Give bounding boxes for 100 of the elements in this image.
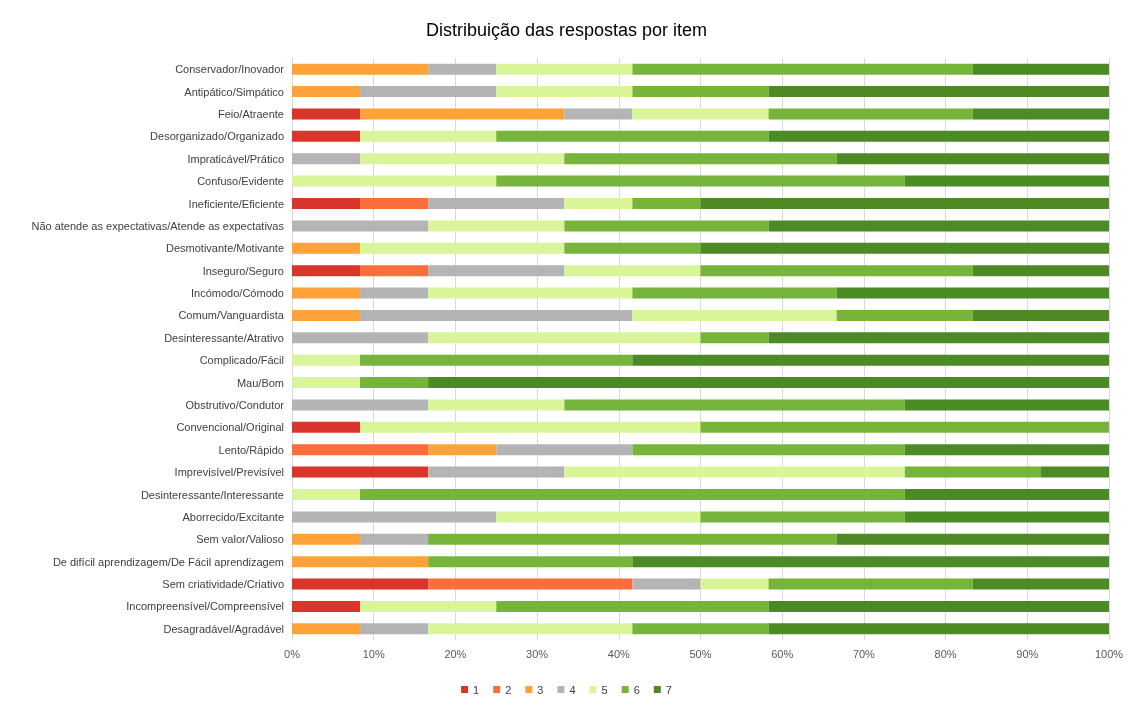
- legend-label: 5: [601, 683, 608, 696]
- legend-label: 1: [473, 683, 480, 696]
- bar: [904, 466, 1042, 478]
- bar: [360, 287, 429, 299]
- bar: [632, 63, 973, 75]
- bar: [768, 220, 1109, 232]
- bar: [360, 108, 565, 120]
- bar: [904, 399, 1109, 411]
- bar: [700, 265, 973, 277]
- legend-label: 3: [537, 683, 544, 696]
- bar: [360, 421, 701, 433]
- bar: [360, 242, 565, 254]
- bar: [496, 600, 769, 612]
- bar: [632, 108, 769, 120]
- x-tick-label: 20%: [444, 647, 467, 660]
- bar: [292, 242, 361, 254]
- y-tick-label: Desagradável/Agradável: [163, 622, 284, 635]
- y-tick-label: Inseguro/Seguro: [202, 264, 284, 277]
- y-tick-label: Incompreensível/Compreensível: [126, 600, 284, 613]
- bar: [428, 623, 633, 635]
- bar: [292, 130, 361, 142]
- bar: [768, 600, 1109, 612]
- bar: [428, 220, 565, 232]
- x-tick-label: 70%: [852, 647, 876, 660]
- bar: [360, 489, 905, 500]
- bar: [700, 332, 769, 344]
- x-tick-label: 50%: [689, 647, 712, 660]
- y-tick-label: Desinteressante/Interessante: [140, 488, 284, 501]
- bar: [292, 466, 429, 478]
- legend-label: 4: [569, 683, 576, 696]
- bar: [496, 86, 633, 98]
- y-tick-label: Desorganizado/Organizado: [150, 130, 284, 143]
- bar: [292, 354, 361, 366]
- bar: [292, 421, 361, 433]
- bar: [904, 444, 1109, 456]
- bar: [972, 265, 1109, 277]
- bar: [292, 332, 429, 344]
- bar: [360, 86, 497, 98]
- bar: [972, 309, 1109, 321]
- y-tick-label: Ineficiente/Eficiente: [188, 197, 284, 210]
- bar: [632, 623, 769, 635]
- y-tick-label: Incómodo/Cómodo: [191, 287, 284, 300]
- legend-label: 2: [505, 683, 512, 696]
- bar: [836, 287, 1109, 299]
- y-tick-label: Confuso/Evidente: [197, 175, 284, 188]
- bar: [564, 220, 769, 232]
- y-tick-label: Conservador/Inovador: [175, 63, 285, 76]
- bar: [428, 399, 565, 411]
- y-tick-label: Desmotivante/Motivante: [166, 242, 284, 255]
- bar: [292, 533, 361, 545]
- y-tick-label: Convencional/Original: [176, 421, 284, 434]
- legend-label: 7: [665, 683, 672, 696]
- y-tick-label: Mau/Bom: [236, 376, 284, 389]
- bar: [292, 153, 361, 165]
- bar: [360, 265, 429, 277]
- bar: [292, 444, 429, 456]
- x-tick-label: 80%: [934, 647, 957, 660]
- bar: [360, 377, 429, 389]
- bar: [836, 153, 1109, 165]
- bar: [428, 466, 565, 478]
- y-tick-label: Feio/Atraente: [217, 107, 284, 120]
- bar: [496, 130, 769, 142]
- bar: [428, 556, 633, 568]
- y-tick-label: Sem valor/Valioso: [196, 533, 284, 546]
- bar: [632, 287, 837, 299]
- bar: [496, 175, 905, 187]
- bar: [768, 332, 1109, 344]
- bar: [1041, 466, 1109, 478]
- bar: [632, 578, 701, 590]
- bar: [292, 287, 361, 299]
- bar: [292, 556, 429, 568]
- bar: [904, 511, 1109, 523]
- bar: [632, 556, 1109, 568]
- x-tick-label: 60%: [771, 647, 794, 660]
- bar: [360, 600, 497, 612]
- bar: [972, 108, 1109, 120]
- bar: [292, 198, 361, 209]
- bar: [292, 265, 361, 277]
- x-tick-label: 40%: [607, 647, 631, 660]
- bar: [564, 265, 701, 277]
- y-tick-label: Impraticável/Prático: [187, 152, 284, 165]
- y-tick-label: Comum/Vanguardista: [178, 309, 285, 322]
- legend-label: 6: [633, 683, 640, 696]
- bar: [360, 309, 633, 321]
- bar: [292, 220, 429, 232]
- x-tick-label: 30%: [526, 647, 549, 660]
- bar: [360, 198, 429, 209]
- bar: [632, 444, 905, 456]
- x-tick-label: 10%: [362, 647, 385, 660]
- bar: [564, 198, 633, 209]
- y-tick-label: Complicado/Fácil: [199, 354, 284, 367]
- bar: [700, 421, 1109, 433]
- bar: [360, 354, 633, 366]
- x-tick-label: 0%: [284, 647, 301, 660]
- y-tick-label: Não atende as expectativas/Atende as expectativas: [31, 219, 285, 232]
- y-tick-label: Sem criatividade/Criativo: [162, 578, 284, 591]
- bar: [700, 198, 1109, 209]
- bar: [360, 533, 429, 545]
- bar: [904, 175, 1109, 187]
- bar: [564, 153, 837, 165]
